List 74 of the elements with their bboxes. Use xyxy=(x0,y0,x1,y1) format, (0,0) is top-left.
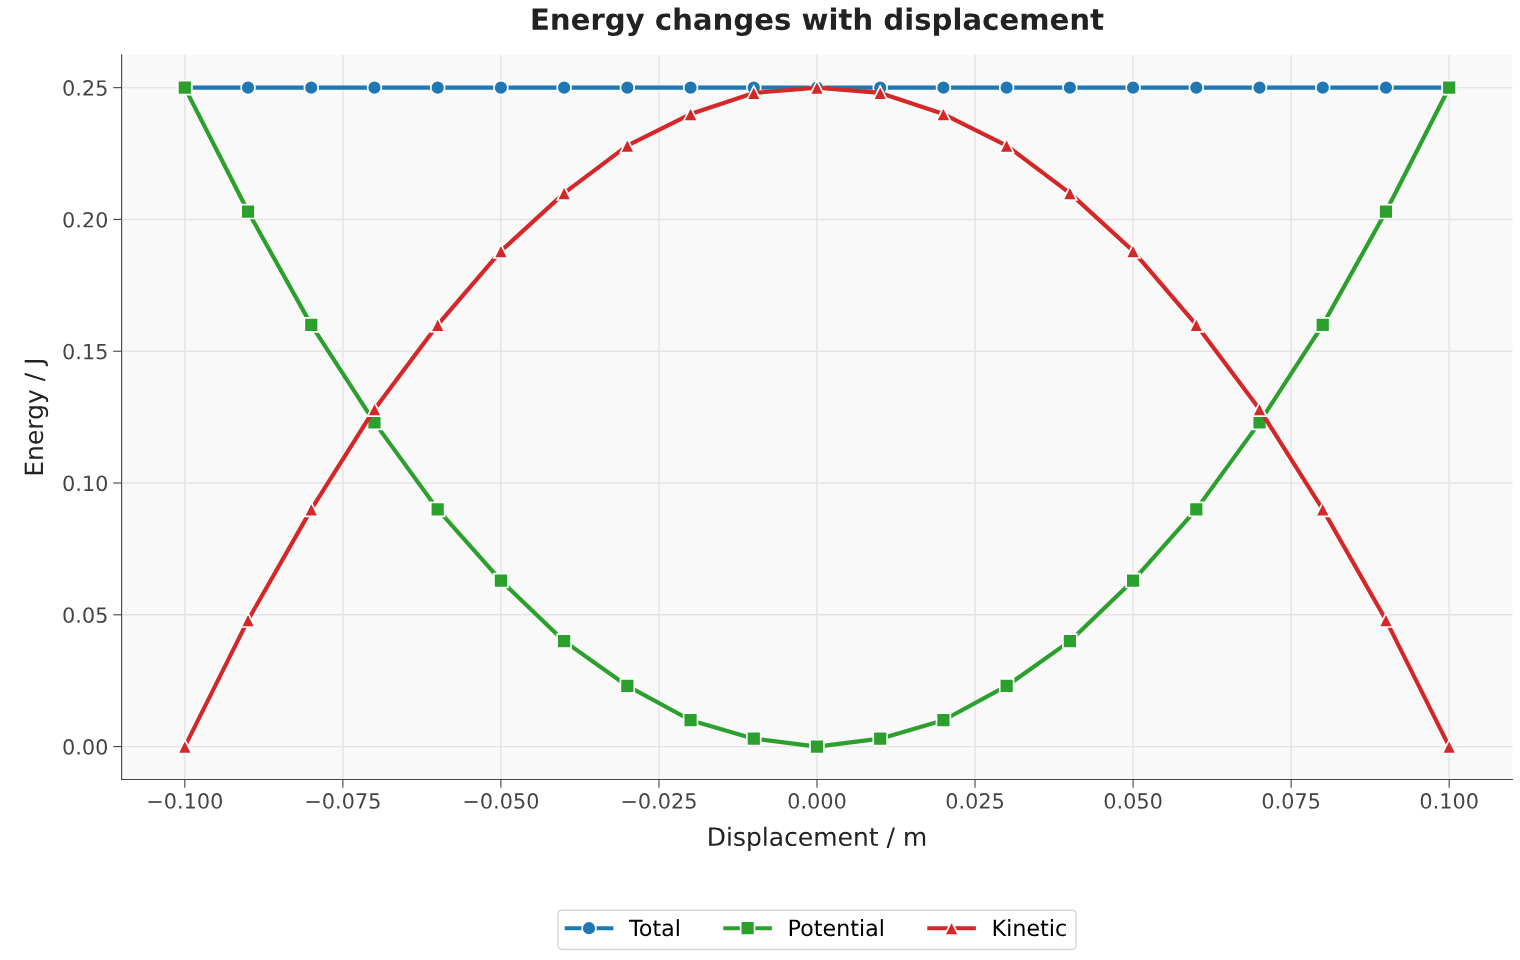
point xyxy=(429,501,446,518)
point xyxy=(1062,633,1078,649)
point xyxy=(240,612,256,628)
point xyxy=(556,79,572,96)
point xyxy=(682,712,699,728)
y-tick-label: 0.10 xyxy=(63,475,108,492)
y-tick-label: 0.00 xyxy=(63,739,108,755)
x-tick-label: 0.025 xyxy=(946,793,1004,809)
point xyxy=(619,79,636,96)
point xyxy=(177,738,193,755)
point xyxy=(240,203,256,220)
x-tick-label: 0.000 xyxy=(788,793,846,809)
legend-label: Potential xyxy=(789,919,883,937)
point xyxy=(935,79,952,96)
point xyxy=(429,317,446,333)
point xyxy=(556,633,572,649)
point xyxy=(303,79,320,96)
point xyxy=(935,712,952,728)
legend-label: Kinetic xyxy=(993,919,1066,937)
y-tick-label: 0.25 xyxy=(63,80,107,96)
point xyxy=(303,317,320,333)
point xyxy=(746,85,762,101)
point xyxy=(1125,79,1141,96)
point xyxy=(998,137,1015,154)
x-tick-label: 0.100 xyxy=(1420,793,1478,809)
chart-title: Energy changes with displacement xyxy=(532,7,1104,37)
point xyxy=(1314,317,1331,333)
legend-label: Total xyxy=(628,919,679,937)
point xyxy=(809,738,825,755)
point xyxy=(619,137,636,154)
point xyxy=(240,79,256,96)
y-tick-label: 0.15 xyxy=(63,343,107,360)
point xyxy=(998,79,1015,96)
point xyxy=(1378,203,1394,220)
point xyxy=(429,79,446,96)
point xyxy=(1062,185,1078,201)
y-tick-label: 0.20 xyxy=(63,211,108,228)
point xyxy=(1378,79,1394,96)
x-tick-label: −0.100 xyxy=(148,793,222,809)
point xyxy=(872,730,888,747)
point xyxy=(1188,501,1205,518)
point xyxy=(1188,79,1205,96)
point xyxy=(746,730,762,747)
point xyxy=(1125,243,1141,259)
point xyxy=(935,106,952,122)
point xyxy=(493,572,509,589)
point xyxy=(998,678,1015,694)
x-tick-label: −0.025 xyxy=(622,793,696,809)
point xyxy=(682,79,699,96)
point xyxy=(556,185,572,201)
x-tick-label: 0.075 xyxy=(1262,793,1320,809)
x-tick-label: −0.050 xyxy=(464,793,539,809)
x-tick-label: −0.075 xyxy=(306,793,380,809)
point xyxy=(366,79,383,96)
point xyxy=(1188,317,1205,333)
point xyxy=(682,106,699,122)
y-tick-label: 0.05 xyxy=(63,607,107,623)
x-tick-label: 0.050 xyxy=(1104,793,1162,809)
x-axis-title: Displacement / m xyxy=(709,826,926,851)
point xyxy=(1062,79,1078,96)
point xyxy=(366,401,383,417)
point xyxy=(1314,79,1331,96)
point xyxy=(493,79,509,96)
point xyxy=(303,501,320,518)
point xyxy=(1314,501,1331,518)
point xyxy=(1251,79,1268,96)
point xyxy=(872,85,888,101)
point xyxy=(1251,401,1268,417)
point xyxy=(1441,738,1457,755)
point xyxy=(619,678,636,694)
y-axis-title: Energy / J xyxy=(24,359,49,475)
point xyxy=(493,243,509,259)
point xyxy=(1378,612,1394,628)
point xyxy=(1125,572,1141,589)
